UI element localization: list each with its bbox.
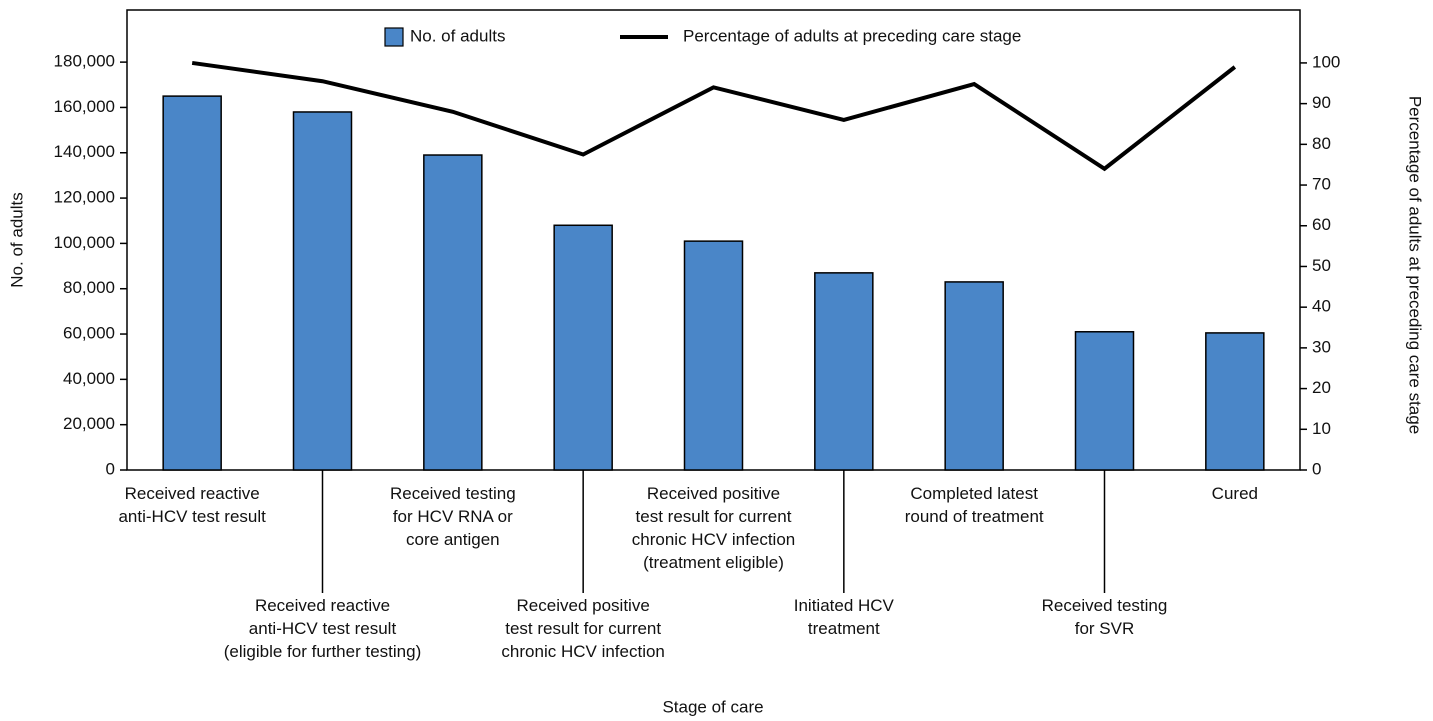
x-tick-label: Received testing for HCV RNA or core antig… bbox=[390, 484, 516, 549]
y-tick-label: 100,000 bbox=[54, 233, 115, 252]
y2-tick-label: 30 bbox=[1312, 337, 1331, 356]
y2-tick-label: 90 bbox=[1312, 93, 1331, 112]
x-axis-label: Stage of care bbox=[662, 697, 763, 716]
line bbox=[191, 60, 1237, 172]
y2-tick-label: 0 bbox=[1312, 459, 1321, 478]
y2-tick-label: 50 bbox=[1312, 256, 1331, 275]
legend-label: No. of adults bbox=[410, 26, 505, 45]
bar bbox=[1074, 331, 1135, 471]
y-tick-label: 60,000 bbox=[63, 324, 115, 343]
bar bbox=[1205, 332, 1265, 471]
y-tick-label: 120,000 bbox=[54, 188, 115, 207]
x-tick-label: Received positive test result for current… bbox=[501, 596, 664, 661]
y-tick-label: 20,000 bbox=[63, 414, 115, 433]
x-tick-label: Received reactive anti-HCV test result (el… bbox=[224, 596, 421, 661]
bar bbox=[423, 154, 483, 471]
bar bbox=[162, 95, 222, 471]
y-tick-label: 40,000 bbox=[63, 369, 115, 388]
y-tick-label: 80,000 bbox=[63, 278, 115, 297]
x-tick-label: Received positive test result for current… bbox=[632, 484, 795, 572]
x-tick-label: Received reactive anti-HCV test result bbox=[118, 484, 266, 526]
bar bbox=[944, 281, 1004, 471]
bar bbox=[553, 224, 613, 471]
y-tick-label: 0 bbox=[106, 459, 115, 478]
y2-tick-label: 40 bbox=[1312, 297, 1331, 316]
bar bbox=[683, 240, 744, 471]
legend-label: Percentage of adults at preceding care s… bbox=[683, 26, 1021, 45]
y2-tick-label: 60 bbox=[1312, 215, 1331, 234]
x-tick-label: Initiated HCV treatment bbox=[794, 596, 895, 638]
y-axis-label: No. of adults bbox=[7, 192, 26, 287]
y-tick-label: 180,000 bbox=[54, 52, 115, 71]
y2-tick-label: 10 bbox=[1312, 419, 1331, 438]
y2-tick-label: 80 bbox=[1312, 134, 1331, 153]
y2-tick-label: 100 bbox=[1312, 52, 1340, 71]
x-tick-label: Cured bbox=[1212, 484, 1258, 503]
legend-swatch bbox=[384, 27, 404, 47]
bar bbox=[292, 111, 353, 471]
y2-axis-label: Percentage of adults at preceding care s… bbox=[1406, 96, 1425, 434]
y-tick-label: 140,000 bbox=[54, 142, 115, 161]
y2-tick-label: 70 bbox=[1312, 175, 1331, 194]
x-tick-label: Received testing for SVR bbox=[1042, 596, 1168, 638]
x-tick-label: Completed latest round of treatment bbox=[905, 484, 1044, 526]
y2-tick-label: 20 bbox=[1312, 378, 1331, 397]
bar bbox=[814, 272, 874, 471]
y-tick-label: 160,000 bbox=[54, 97, 115, 116]
